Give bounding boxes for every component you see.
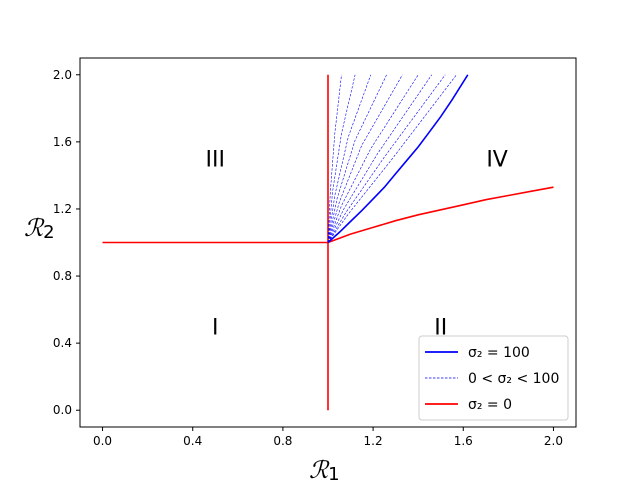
series-line-2-7: [327, 74, 446, 243]
x-axis-ticks: 0.0 0.4 0.8 1.2 1.6 2.0: [93, 427, 563, 448]
region-label: IV: [486, 148, 508, 173]
x-tick-label: 0.4: [183, 434, 202, 448]
axes-frame: [79, 57, 577, 428]
series-line-2-6: [327, 74, 432, 243]
x-tick-label: 2.0: [544, 434, 563, 448]
y-tick-label: 0.4: [53, 336, 72, 350]
region-label: I: [212, 315, 219, 340]
series-line-2-3: [327, 74, 387, 243]
y-tick-label: 1.2: [53, 202, 72, 216]
series-line-1-0: [327, 74, 469, 244]
series-line-2-5: [327, 74, 419, 243]
y-tick-label: 0.8: [53, 269, 72, 283]
x-tick-label: 0.0: [93, 434, 112, 448]
x-axis-label: ℛ1: [309, 456, 340, 480]
y-tick-label: 2.0: [53, 68, 72, 82]
series-line-2-0: [327, 74, 342, 243]
y-axis-ticks: 0.0 0.4 0.8 1.2 1.6 2.0: [53, 68, 80, 417]
legend-box: [418, 335, 569, 421]
legend-label: 0 < σ₂ < 100: [468, 371, 559, 387]
legend-label: σ₂ = 0: [468, 397, 512, 413]
region-label: II: [434, 315, 447, 340]
legend-label: σ₂ = 100: [468, 345, 530, 361]
series-line-2-1: [327, 74, 356, 243]
x-tick-label: 0.8: [273, 434, 292, 448]
series-line-2-8: [327, 74, 457, 243]
x-tick-label: 1.2: [364, 434, 383, 448]
y-axis-label: ℛ2: [24, 214, 55, 243]
series-line-0-2: [327, 186, 554, 244]
series-line-2-2: [327, 74, 372, 243]
legend: σ₂ = 100 0 < σ₂ < 100 σ₂ = 0: [418, 335, 569, 421]
region-label: III: [206, 148, 225, 173]
y-tick-label: 0.0: [53, 403, 72, 417]
y-tick-label: 1.6: [53, 135, 72, 149]
plot-area: [102, 74, 554, 411]
series-line-2-4: [327, 74, 403, 243]
x-tick-label: 1.6: [454, 434, 473, 448]
